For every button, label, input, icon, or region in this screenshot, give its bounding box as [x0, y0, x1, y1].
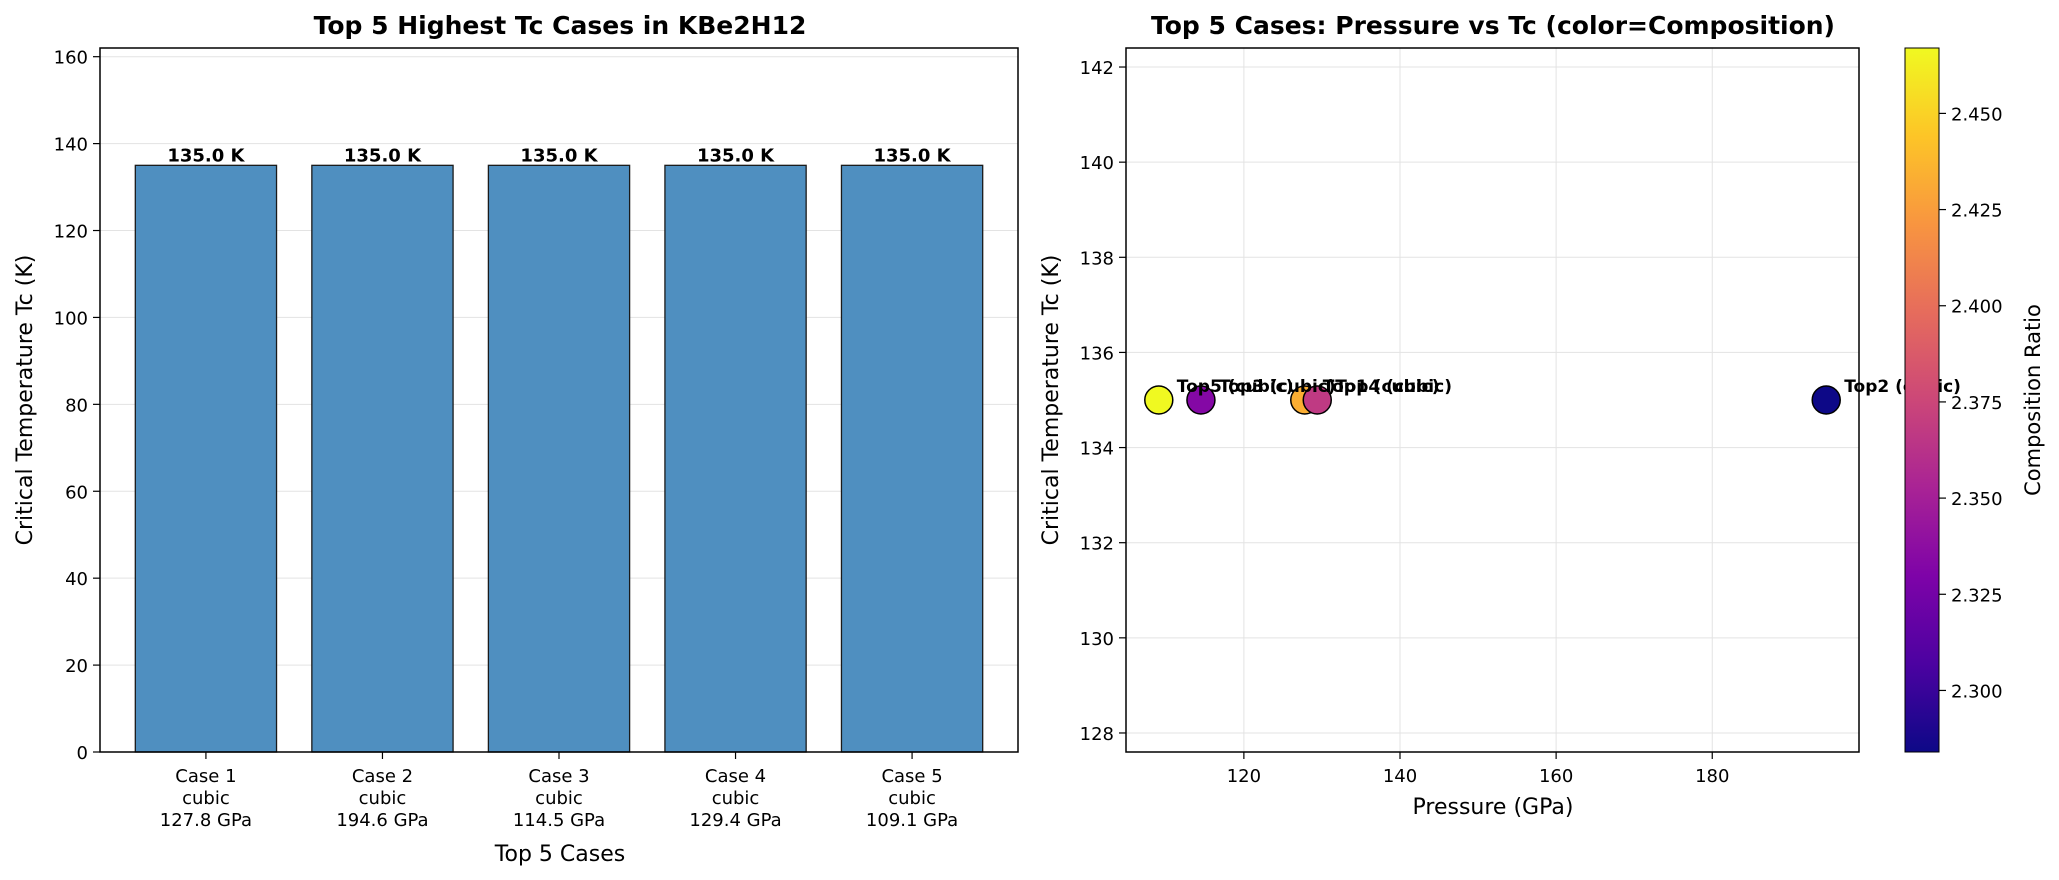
scatter-y-axis-label: Critical Temperature Tc (K) [1039, 255, 1064, 546]
scatter-y-tick-label: 134 [1080, 439, 1114, 460]
colorbar-tick-label: 2.450 [1951, 104, 2003, 125]
bar-x-tick-label: 127.8 GPa [160, 810, 252, 831]
scatter-point-label: Top2 (cubic) [1844, 377, 1961, 397]
scatter-point [1144, 385, 1174, 415]
colorbar-label: Composition Ratio [2021, 304, 2045, 496]
scatter-y-tick-label: 128 [1080, 724, 1114, 745]
bar-x-axis-label: Top 5 Cases [494, 842, 625, 867]
colorbar: 2.300 2.325 2.350 2.375 2.400 2.425 2.450 Comp… [1904, 47, 2045, 753]
colorbar-tick-label: 2.400 [1951, 297, 2003, 318]
bar-value-labels: 135.0 K 135.0 K 135.0 K 135.0 K 135.0 K [167, 145, 951, 166]
scatter-y-tick-label: 136 [1080, 343, 1114, 364]
scatter-point-label: Top5 (cubic) [1177, 377, 1294, 397]
scatter-x-tick-label: 160 [1539, 766, 1573, 787]
scatter-x-tick-label: 180 [1695, 766, 1729, 787]
bar-value-label: 135.0 K [697, 145, 775, 166]
bar [840, 164, 984, 753]
scatter-y-tick-label: 138 [1080, 248, 1114, 269]
colorbar-tick-label: 2.300 [1951, 681, 2003, 702]
bar-x-tick-label: cubic [182, 788, 230, 809]
bar-x-tick-label: cubic [712, 788, 760, 809]
scatter-chart: Top 5 Cases: Pressure vs Tc (color=Compo… [1039, 11, 1961, 820]
scatter-chart-title: Top 5 Cases: Pressure vs Tc (color=Compo… [1151, 11, 1835, 40]
bar-x-tick-label: 194.6 GPa [336, 810, 428, 831]
bar-x-tick-label: Case 4 [705, 766, 766, 787]
colorbar-tick-label: 2.325 [1951, 585, 2003, 606]
bar-y-tick-label: 80 [65, 395, 88, 416]
colorbar-tick-label: 2.425 [1951, 201, 2003, 222]
bar-x-tick-label: 129.4 GPa [689, 810, 781, 831]
colorbar-ticks: 2.300 2.325 2.350 2.375 2.400 2.425 2.450 [1939, 104, 2003, 702]
scatter-point-labels: Top5 (cubic)Top3 (cubic)Top1 (cubic)Top4… [1177, 377, 1961, 397]
scatter-point-label: Top4 (cubic) [1335, 377, 1452, 397]
bar-y-axis-ticks: 0 20 40 60 80 100 120 140 160 [54, 48, 100, 764]
bar-x-tick-label: cubic [359, 788, 407, 809]
bar-value-label: 135.0 K [167, 145, 245, 166]
bar-x-tick-label: cubic [888, 788, 936, 809]
bar-y-tick-label: 0 [77, 743, 88, 764]
scatter-x-axis-label: Pressure (GPa) [1413, 795, 1574, 820]
bar-x-tick-label: 109.1 GPa [866, 810, 958, 831]
bar-y-tick-label: 100 [54, 308, 88, 329]
bar-value-label: 135.0 K [873, 145, 951, 166]
bar [487, 164, 631, 753]
bar-value-label: 135.0 K [344, 145, 422, 166]
colorbar-gradient [1904, 47, 1940, 753]
scatter-y-axis-ticks: 128 130 132 134 136 138 140 142 [1080, 58, 1126, 745]
bar-series [134, 164, 984, 753]
scatter-y-tick-label: 142 [1080, 58, 1114, 79]
bar-y-tick-label: 140 [54, 135, 88, 156]
colorbar-tick-label: 2.375 [1951, 393, 2003, 414]
bar [664, 164, 807, 753]
bar [134, 164, 278, 753]
scatter-point [1302, 385, 1333, 415]
bar-y-tick-label: 60 [65, 482, 88, 503]
bar-y-tick-label: 120 [54, 222, 88, 243]
bar-y-tick-label: 160 [54, 48, 88, 69]
colorbar-tick-label: 2.350 [1951, 489, 2003, 510]
bar-y-axis-label: Critical Temperature Tc (K) [13, 255, 38, 546]
bar-y-tick-label: 20 [65, 656, 88, 677]
scatter-y-tick-label: 140 [1080, 153, 1114, 174]
bar-x-tick-label: Case 2 [352, 766, 413, 787]
bar-x-tick-label: Case 1 [175, 766, 236, 787]
scatter-y-tick-label: 130 [1080, 629, 1114, 650]
bar-chart: Top 5 Highest Tc Cases in KBe2H12 135.0 … [13, 11, 1019, 867]
scatter-point [1811, 385, 1841, 415]
scatter-x-axis-ticks: 120 140 160 180 [1227, 752, 1729, 787]
bar-x-tick-label: 114.5 GPa [513, 810, 605, 831]
scatter-plot-frame [1125, 47, 1860, 753]
bar-chart-title: Top 5 Highest Tc Cases in KBe2H12 [314, 11, 807, 40]
scatter-point-label: Top3 (cubic) [1219, 377, 1336, 397]
bar [311, 164, 454, 753]
bar-x-tick-label: Case 3 [528, 766, 589, 787]
scatter-point-label: Top1 (cubic) [1323, 377, 1440, 397]
scatter-point [1186, 385, 1216, 415]
scatter-y-tick-label: 132 [1080, 534, 1114, 555]
scatter-gridlines [1126, 48, 1859, 752]
scatter-points [1144, 385, 1841, 415]
bar-x-tick-label: Case 5 [881, 766, 942, 787]
scatter-x-tick-label: 140 [1383, 766, 1417, 787]
bar-x-tick-label: cubic [535, 788, 583, 809]
scatter-x-tick-label: 120 [1227, 766, 1261, 787]
bar-value-label: 135.0 K [520, 145, 598, 166]
bar-y-tick-label: 40 [65, 569, 88, 590]
